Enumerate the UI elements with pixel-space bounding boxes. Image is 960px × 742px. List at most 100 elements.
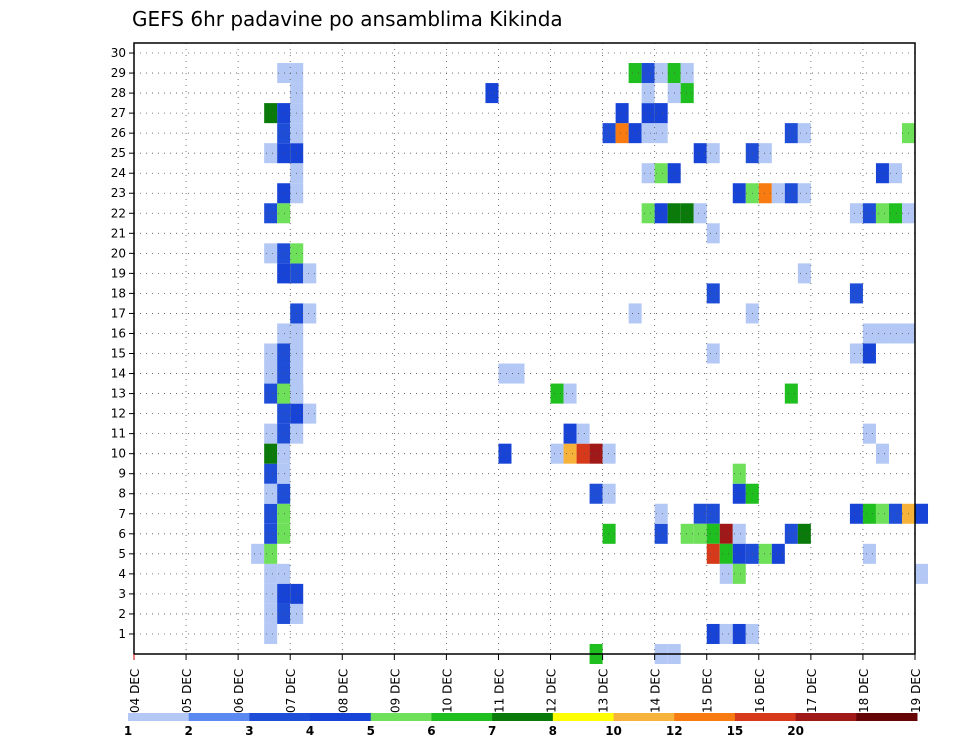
y-tick-label: 3: [118, 587, 126, 601]
y-tick-label: 15: [111, 347, 126, 361]
y-tick-label: 2: [118, 607, 126, 621]
heatmap-cell: [693, 203, 707, 224]
heatmap-cell: [719, 563, 733, 584]
x-tick-label: 08 DEC: [336, 669, 350, 713]
heatmap-cell: [303, 403, 317, 424]
colorbar-label: 7: [488, 724, 496, 738]
colorbar-label: 20: [787, 724, 804, 738]
colorbar-swatch: [613, 713, 675, 721]
plot-frame: [133, 42, 916, 655]
heatmap-cell: [862, 543, 876, 564]
heatmap-cell: [264, 383, 278, 404]
y-tick-label: 11: [111, 427, 126, 441]
y-tick-label: 6: [118, 527, 126, 541]
heatmap-cell: [641, 163, 655, 184]
heatmap-cell: [706, 543, 720, 564]
heatmap-cell: [277, 603, 291, 624]
x-tick-label: 14 DEC: [649, 669, 663, 713]
y-tick-label: 14: [111, 367, 126, 381]
heatmap-cell: [849, 283, 863, 304]
x-tick-label: 13 DEC: [597, 669, 611, 713]
x-tick-label: 04 DEC: [128, 669, 142, 713]
heatmap-cell: [264, 623, 278, 644]
y-tick-label: 26: [111, 126, 126, 140]
colorbar-swatch: [856, 713, 918, 721]
heatmap-cell: [628, 303, 642, 324]
heatmap-cell: [706, 283, 720, 304]
heatmap-cell: [654, 203, 668, 224]
heatmap-cell: [862, 203, 876, 224]
heatmap-cell: [303, 303, 317, 324]
heatmap-cell: [706, 523, 720, 544]
x-tick-label: 10 DEC: [440, 669, 454, 713]
y-tick-label: 12: [111, 407, 126, 421]
heatmap-cell: [277, 403, 291, 424]
heatmap-cell: [498, 443, 512, 464]
colorbar-label: 3: [245, 724, 253, 738]
heatmap-cell: [654, 63, 668, 84]
heatmap-cell: [277, 463, 291, 484]
x-axis-ticks: 04 DEC 05 DEC 06 DEC 07 DEC 08 DEC 09 DEC 10 D…: [128, 654, 923, 713]
heatmap-cell: [862, 323, 876, 344]
heatmap-cell: [719, 623, 733, 644]
heatmap-cell: [628, 123, 642, 144]
heatmap-cell: [875, 163, 889, 184]
y-tick-label: 22: [111, 206, 126, 220]
x-tick-label: 07 DEC: [284, 669, 298, 713]
colorbar-swatch: [734, 713, 797, 721]
heatmap-cell: [758, 143, 772, 164]
heatmap-cell: [641, 63, 655, 84]
heatmap-cell: [732, 543, 746, 564]
colorbar-swatch: [552, 713, 615, 721]
heatmap-cell: [654, 503, 668, 524]
y-tick-label: 16: [111, 326, 126, 340]
colorbar-label: 15: [727, 724, 744, 738]
heatmap-cell: [875, 323, 889, 344]
heatmap-cell: [264, 363, 278, 384]
heatmap-cell: [784, 383, 798, 404]
heatmap-cell: [888, 503, 902, 524]
colorbar-label: 10: [605, 724, 622, 738]
colorbar-swatch: [431, 713, 493, 721]
heatmap-cell: [771, 183, 785, 204]
y-tick-label: 30: [111, 46, 126, 60]
y-tick-label: 24: [111, 166, 126, 180]
heatmap-cell: [641, 83, 655, 104]
heatmap-cell: [264, 343, 278, 364]
heatmap-cell: [277, 103, 291, 124]
y-tick-label: 8: [118, 487, 126, 501]
heatmap-cell: [550, 443, 564, 464]
heatmap-cell: [771, 543, 785, 564]
heatmap-cell: [264, 523, 278, 544]
heatmap-cell: [264, 583, 278, 604]
heatmap-cell: [862, 423, 876, 444]
y-tick-label: 21: [111, 226, 126, 240]
heatmap-cell: [264, 423, 278, 444]
heatmap-cell: [784, 123, 798, 144]
heatmap-cell: [576, 443, 590, 464]
heatmap-cell: [277, 443, 291, 464]
y-tick-label: 19: [111, 266, 126, 280]
heatmap-cell: [277, 363, 291, 384]
heatmap-cell: [654, 163, 668, 184]
heatmap-cell: [277, 423, 291, 444]
heatmap-cell: [576, 423, 590, 444]
heatmap-cell: [915, 503, 929, 524]
heatmap-cell: [641, 103, 655, 124]
y-tick-label: 18: [111, 286, 126, 300]
heatmap-cell: [277, 263, 291, 284]
heatmap-cell: [277, 563, 291, 584]
colorbar-label: 5: [367, 724, 375, 738]
chart-title: GEFS 6hr padavine po ansamblima Kikinda: [132, 7, 563, 31]
heatmap-cell: [277, 503, 291, 524]
heatmap-cell: [628, 63, 642, 84]
x-tick-label: 18 DEC: [857, 669, 871, 713]
colorbar-label: 8: [549, 724, 557, 738]
heatmap-cell: [732, 483, 746, 504]
colorbar-swatch: [492, 713, 554, 721]
heatmap-cell: [264, 143, 278, 164]
y-tick-label: 5: [118, 547, 126, 561]
heatmap-cell: [264, 443, 278, 464]
heatmap-cell: [875, 203, 889, 224]
x-tick-label: 11 DEC: [492, 669, 506, 713]
